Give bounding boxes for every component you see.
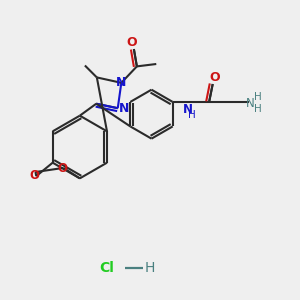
Text: O: O [57, 162, 67, 175]
Text: N: N [116, 76, 127, 89]
Text: O: O [209, 71, 220, 84]
Text: O: O [126, 36, 137, 49]
Text: N: N [118, 102, 129, 115]
Text: N: N [246, 97, 255, 110]
Text: H: H [145, 261, 155, 275]
Text: Cl: Cl [99, 261, 114, 275]
Text: O: O [30, 169, 40, 182]
Text: H: H [254, 104, 262, 114]
Text: H: H [188, 110, 195, 120]
Text: H: H [254, 92, 262, 102]
Text: N: N [183, 103, 193, 116]
